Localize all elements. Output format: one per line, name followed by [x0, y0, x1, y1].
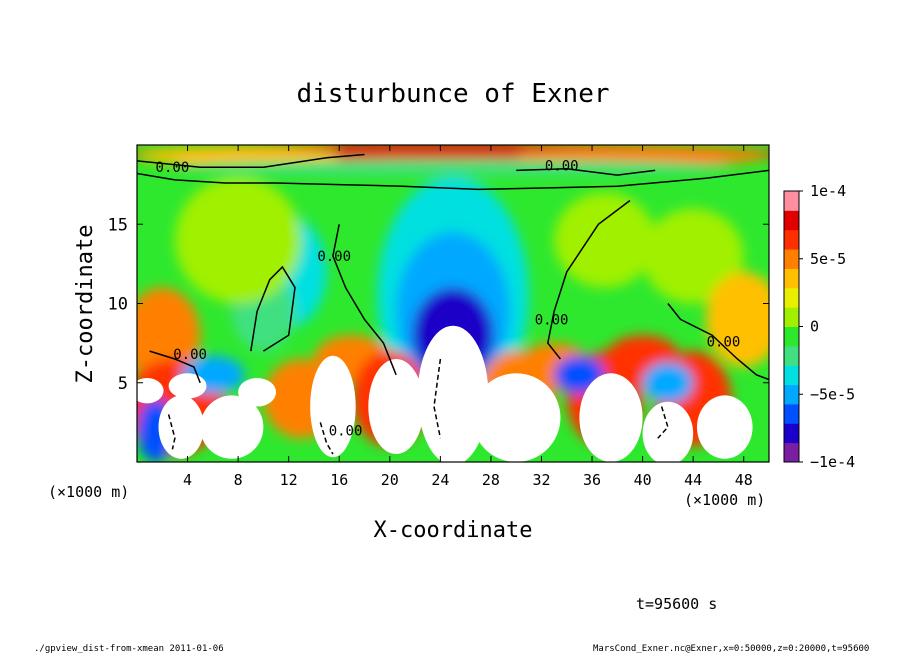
contour-dashed-left — [167, 414, 176, 450]
colorbar-band-4 — [784, 365, 799, 386]
field-region-5 — [554, 192, 656, 288]
heatmap-field — [137, 145, 769, 462]
chart-title: disturbunce of Exner — [296, 79, 609, 109]
contour-island — [250, 265, 296, 352]
footer-left: ./gpview_dist-from-xmean 2011-01-06 — [34, 644, 224, 654]
x-ticks: 4 8 12 16 20 24 28 32 36 40 44 48 — [183, 145, 753, 489]
colorbar-band-3 — [784, 384, 799, 405]
x-tick-label-48: 48 — [735, 471, 753, 489]
x-tick-label-8: 8 — [234, 471, 243, 489]
colorbar-tick-label-0: 1e-4 — [810, 182, 846, 200]
colorbar-band-2 — [784, 403, 799, 424]
field-core-0 — [417, 325, 489, 462]
contour-label-6: 0.00 — [329, 423, 363, 439]
colorbar-band-8 — [784, 287, 799, 308]
x-tick-label-12: 12 — [280, 471, 298, 489]
contour-mid-right — [546, 199, 631, 360]
contour-lines — [137, 153, 769, 455]
colorbar-tick-label-1: 5e-5 — [810, 250, 846, 268]
field-core-7 — [168, 373, 207, 399]
field-core-2 — [368, 358, 424, 455]
field-region-8 — [137, 287, 201, 383]
field-core-4 — [579, 373, 643, 462]
x-tick-label-16: 16 — [330, 471, 348, 489]
x-tick-label-24: 24 — [431, 471, 449, 489]
contour-left — [149, 350, 201, 384]
y-axis-label: Z-coordinate — [73, 225, 98, 384]
colorbar-ticks: 1e-4 5e-5 0 −5e-5 −1e-4 — [799, 182, 855, 471]
colorbar-band-12 — [784, 210, 799, 231]
field-region-7 — [642, 208, 744, 304]
contour-top-right — [516, 168, 656, 176]
x-unit-right: (×1000 m) — [684, 491, 765, 509]
y-tick-label-10: 10 — [108, 295, 128, 315]
contour-top-left — [137, 153, 365, 168]
colorbar-band-0 — [784, 442, 799, 463]
colorbar-band-6 — [784, 326, 799, 347]
contour-upper — [137, 169, 769, 191]
contour-label-4: 0.00 — [535, 312, 569, 328]
field-core-1 — [310, 355, 356, 458]
x-tick-label-40: 40 — [634, 471, 652, 489]
field-region-25 — [642, 362, 694, 404]
field-region-16 — [174, 159, 732, 176]
contour-right — [667, 303, 769, 381]
contour-label-2: 0.00 — [317, 249, 351, 265]
x-tick-label-32: 32 — [532, 471, 550, 489]
colorbar-band-9 — [784, 268, 799, 289]
colorbar-band-1 — [784, 423, 799, 444]
field-region-6 — [174, 176, 302, 304]
x-tick-label-20: 20 — [381, 471, 399, 489]
colorbar-band-11 — [784, 229, 799, 250]
footer-right: MarsCond_Exner.nc@Exner,x=0:50000,z=0:20… — [593, 644, 869, 654]
field-core-11 — [158, 395, 204, 459]
colorbar-tick-label-3: −5e-5 — [810, 385, 855, 403]
y-tick-label-5: 5 — [118, 374, 128, 394]
colorbar-band-13 — [784, 191, 799, 211]
field-core-3 — [471, 373, 561, 462]
contour-label-5: 0.00 — [707, 335, 741, 351]
x-unit-left: (×1000 m) — [48, 483, 129, 501]
x-tick-label-4: 4 — [183, 471, 192, 489]
contour-mid-left — [332, 224, 397, 376]
field-core-10 — [642, 401, 694, 462]
y-ticks: 5 10 15 — [108, 215, 769, 394]
colorbar-band-5 — [784, 345, 799, 366]
time-label: t=95600 s — [636, 595, 717, 613]
field-region-9 — [705, 271, 769, 367]
field-core-5 — [696, 395, 753, 459]
colorbar-band-7 — [784, 307, 799, 327]
x-tick-label-28: 28 — [482, 471, 500, 489]
contour-label-3: 0.00 — [173, 347, 207, 363]
x-tick-label-44: 44 — [684, 471, 702, 489]
x-axis-label: X-coordinate — [374, 518, 533, 543]
field-core-9 — [238, 377, 277, 407]
x-tick-label-36: 36 — [583, 471, 601, 489]
field-core-8 — [137, 377, 164, 404]
contour-labels: 0.00 0.00 0.00 0.00 0.00 0.00 0.00 — [156, 159, 741, 440]
colorbar-tick-label-4: −1e-4 — [810, 453, 855, 471]
contour-label-0: 0.00 — [156, 160, 190, 176]
field-core-6 — [200, 395, 264, 459]
y-tick-label-15: 15 — [108, 215, 128, 235]
colorbar — [784, 191, 799, 463]
colorbar-band-10 — [784, 249, 799, 269]
contour-label-1: 0.00 — [545, 159, 579, 175]
colorbar-tick-label-2: 0 — [810, 318, 819, 336]
